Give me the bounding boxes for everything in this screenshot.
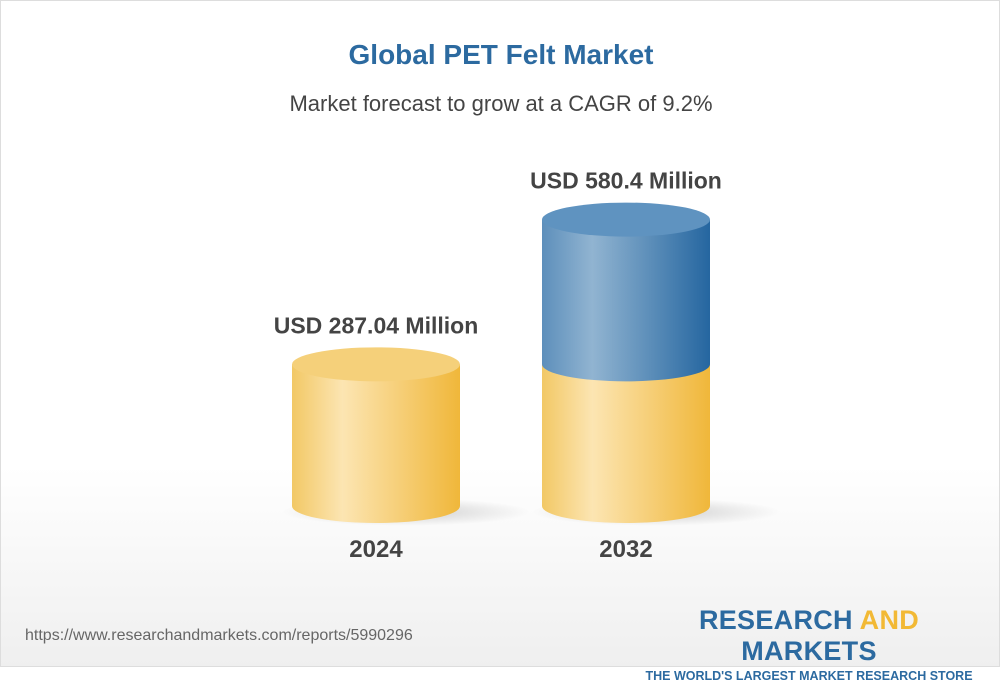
bar-2024-body: [292, 364, 460, 523]
category-label: 2032: [599, 536, 652, 563]
report-url[interactable]: https://www.researchandmarkets.com/repor…: [25, 627, 413, 644]
chart-subtitle: Market forecast to grow at a CAGR of 9.2…: [289, 91, 713, 116]
bar-2024-top: [292, 347, 460, 382]
bar-2032-base-body: [542, 364, 710, 523]
bar-2032-growth-body: [542, 219, 710, 382]
data-label: USD 580.4 Million: [530, 168, 722, 194]
research-and-markets-logo: RESEARCH AND MARKETS THE WORLD'S LARGEST…: [641, 605, 977, 683]
chart-title: Global PET Felt Market: [348, 39, 654, 70]
logo-tagline: THE WORLD'S LARGEST MARKET RESEARCH STOR…: [645, 669, 973, 683]
data-label: USD 287.04 Million: [274, 312, 479, 338]
cylinder-chart: USD 287.04 Million 2024 USD 580.4 Million 2…: [274, 168, 780, 563]
bar-2032-growth-top: [542, 202, 710, 237]
category-label: 2024: [349, 536, 403, 563]
